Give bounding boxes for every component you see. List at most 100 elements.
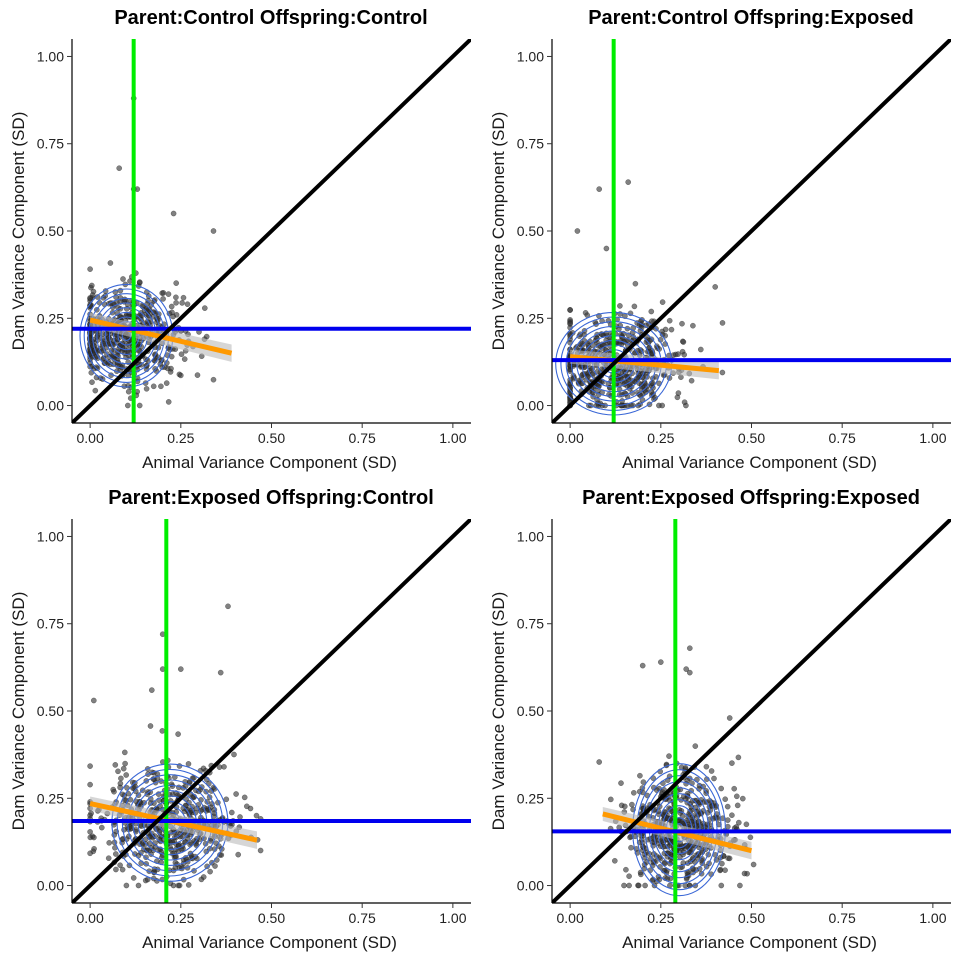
- data-point: [726, 715, 733, 721]
- data-point: [596, 759, 603, 765]
- data-point: [150, 383, 157, 390]
- data-point: [120, 276, 126, 282]
- y-axis-label: Dam Variance Component (SD): [9, 112, 28, 351]
- data-point: [666, 753, 672, 759]
- data-point: [681, 351, 688, 358]
- data-point: [681, 399, 688, 406]
- data-point: [87, 828, 93, 835]
- y-tick-label: 1.00: [37, 528, 64, 544]
- data-point: [87, 295, 93, 301]
- data-point: [87, 781, 93, 788]
- data-point: [108, 347, 115, 354]
- x-tick-label: 0.50: [258, 910, 285, 926]
- data-point: [679, 320, 685, 327]
- y-axis-label: Dam Variance Component (SD): [9, 592, 28, 831]
- data-point: [121, 296, 128, 303]
- data-point: [741, 870, 748, 877]
- x-tick-label: 0.75: [829, 910, 856, 926]
- data-point: [659, 402, 666, 409]
- y-tick-label: 0.00: [517, 878, 544, 894]
- data-point: [189, 803, 195, 810]
- x-tick-label: 0.75: [349, 910, 376, 926]
- data-point: [243, 803, 250, 810]
- data-point: [207, 868, 213, 875]
- plot-area: [552, 519, 951, 903]
- data-point: [216, 764, 223, 770]
- x-tick-label: 0.00: [557, 910, 584, 926]
- y-tick-label: 0.25: [37, 310, 64, 326]
- data-point: [628, 844, 634, 851]
- data-point: [632, 280, 639, 287]
- data-point: [606, 384, 613, 391]
- data-point: [656, 876, 663, 883]
- data-point: [200, 874, 207, 880]
- x-axis-label: Animal Variance Component (SD): [622, 453, 877, 472]
- x-tick-label: 0.50: [738, 910, 765, 926]
- data-point: [750, 861, 757, 868]
- data-point: [105, 855, 112, 862]
- data-point: [228, 809, 235, 816]
- data-point: [201, 305, 208, 311]
- data-point: [734, 802, 741, 809]
- data-point: [91, 845, 97, 852]
- data-point: [688, 377, 695, 384]
- data-point: [733, 793, 740, 800]
- data-point: [225, 603, 231, 610]
- data-point: [692, 743, 699, 749]
- y-axis-label: Dam Variance Component (SD): [489, 592, 508, 831]
- data-point: [113, 866, 119, 873]
- panel-4: 0.00 0.25 0.50 0.75 1.00 0.00 0.25 0.50 0.75 1.00…: [489, 487, 951, 952]
- data-point: [631, 303, 638, 310]
- data-point: [231, 751, 237, 758]
- data-point: [210, 376, 217, 383]
- panel-title: Parent:Control Offspring:Control: [114, 7, 427, 29]
- panel-1: 0.00 0.25 0.50 0.75 1.00 0.00 0.25 0.50 0.75 1.00…: [9, 7, 471, 472]
- data-point: [94, 294, 101, 300]
- y-tick-label: 0.75: [37, 616, 64, 632]
- data-point: [141, 799, 147, 806]
- data-point: [729, 812, 735, 819]
- x-tick-label: 0.75: [349, 430, 376, 446]
- panel-title: Parent:Exposed Offspring:Control: [108, 487, 434, 509]
- x-tick-label: 0.50: [738, 430, 765, 446]
- data-point: [89, 379, 95, 386]
- data-point: [179, 300, 185, 306]
- data-point: [194, 372, 201, 378]
- data-point: [662, 326, 669, 333]
- data-point: [675, 390, 682, 396]
- y-tick-label: 0.75: [517, 616, 544, 632]
- plot-area: [552, 39, 951, 423]
- y-tick-label: 1.00: [517, 48, 544, 64]
- data-point: [112, 851, 119, 857]
- data-point: [102, 360, 108, 366]
- panel-title: Parent:Exposed Offspring:Exposed: [582, 487, 920, 509]
- data-point: [733, 824, 740, 830]
- data-point: [121, 383, 128, 390]
- data-point: [165, 291, 172, 297]
- data-point: [106, 839, 113, 846]
- data-point: [103, 331, 110, 338]
- data-point: [739, 795, 746, 802]
- data-point: [204, 863, 210, 870]
- data-point: [184, 301, 191, 308]
- data-point: [136, 279, 143, 285]
- data-point: [719, 369, 726, 376]
- data-point: [724, 817, 731, 823]
- data-point: [176, 882, 183, 889]
- data-point: [125, 388, 132, 395]
- data-point: [623, 866, 629, 873]
- data-point: [175, 731, 181, 737]
- data-point: [696, 865, 703, 872]
- data-point: [87, 763, 93, 769]
- y-tick-label: 0.25: [517, 790, 544, 806]
- data-point: [92, 387, 99, 394]
- data-point: [88, 282, 95, 289]
- panel-3: 0.00 0.25 0.50 0.75 1.00 0.00 0.25 0.50 0.75 1.00…: [9, 487, 471, 952]
- data-point: [731, 785, 738, 792]
- data-point: [712, 284, 719, 290]
- data-point: [237, 814, 243, 820]
- data-point: [596, 186, 603, 192]
- x-tick-label: 0.50: [258, 430, 285, 446]
- data-point: [124, 402, 131, 409]
